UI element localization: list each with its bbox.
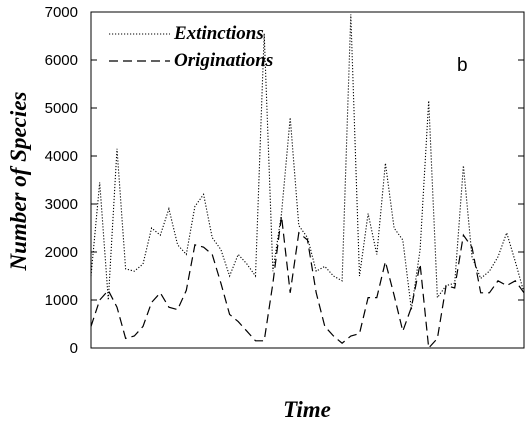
series-line-extinctions <box>90 14 525 310</box>
y-tick-label: 6000 <box>45 52 78 69</box>
y-tick-label: 0 <box>70 340 78 357</box>
y-tick-label: 1000 <box>45 292 78 309</box>
y-tick-label: 7000 <box>45 4 78 21</box>
y-axis-ticks: 0 1000 2000 3000 4000 5000 6000 7000 <box>45 4 524 357</box>
plot-area-frame <box>90 11 525 349</box>
x-axis-title: Time <box>283 397 331 422</box>
legend-label-extinctions: Extinctions <box>173 23 264 44</box>
y-tick-label: 4000 <box>45 148 78 165</box>
legend-label-originations: Originations <box>174 50 273 71</box>
y-axis-title: Number of Species <box>6 92 31 272</box>
chart-series <box>90 14 525 350</box>
y-tick-label: 5000 <box>45 100 78 117</box>
y-tick-label: 3000 <box>45 196 78 213</box>
series-line-originations <box>90 215 525 350</box>
panel-label: b <box>457 55 468 76</box>
y-tick-label: 2000 <box>45 244 78 261</box>
legend: Extinctions Originations <box>109 23 273 71</box>
